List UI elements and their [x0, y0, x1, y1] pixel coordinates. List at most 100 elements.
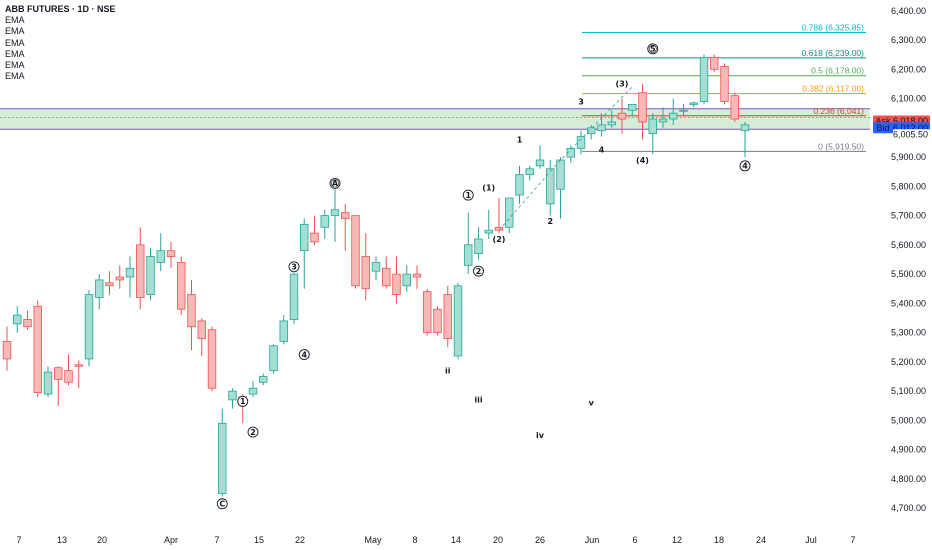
candle-body — [105, 282, 114, 287]
candle-21 — [218, 408, 227, 497]
candle-37 — [382, 256, 391, 289]
x-tick-18: 7 — [850, 535, 855, 545]
time-axis[interactable]: 7 13 20 Apr 7 15 22 May 8 14 20 26 Jun 6 12 18 24 Jul 7 — [16, 535, 855, 545]
candle-66 — [679, 104, 688, 117]
indicator-ema-4[interactable]: EMA — [5, 48, 25, 59]
candle-body — [84, 294, 94, 360]
candle-67 — [689, 101, 698, 108]
candle-body — [740, 124, 750, 132]
wave-label-0: A — [329, 177, 341, 189]
x-tick-0: 7 — [16, 535, 21, 545]
fibonacci-retracement[interactable]: 0.786 (6,325.85) 0.618 (6,239.00) 0.5 (6,1… — [582, 22, 866, 152]
candle-body — [13, 314, 22, 325]
candle-body — [638, 92, 647, 123]
wave-label-6: 1 — [462, 189, 474, 201]
x-tick-8: 8 — [412, 535, 417, 545]
candle-body — [423, 291, 432, 334]
candle-28 — [289, 272, 299, 324]
candle-body — [23, 319, 32, 328]
x-tick-15: 18 — [714, 535, 724, 545]
candle-7 — [74, 360, 83, 389]
candle-body — [43, 371, 53, 395]
candle-body — [617, 112, 627, 120]
candle-body — [95, 279, 104, 298]
candle-body — [699, 57, 709, 102]
candle-50 — [515, 165, 524, 204]
candle-body — [156, 250, 165, 263]
x-tick-14: 12 — [672, 535, 682, 545]
candle-59 — [607, 110, 616, 128]
x-tick-5: 15 — [254, 535, 264, 545]
candle-body — [710, 57, 719, 70]
candle-body — [382, 267, 391, 287]
candle-64 — [658, 107, 668, 128]
wave-text: 5 — [650, 45, 656, 54]
candle-body — [597, 124, 606, 132]
candle-41 — [423, 288, 432, 336]
y-tick-15: 4,900.00 — [891, 445, 926, 455]
symbol-title[interactable]: ABB FUTURES · 1D · NSE — [5, 4, 116, 14]
indicator-ema-2[interactable]: EMA — [5, 26, 25, 37]
price-axis[interactable]: 6,400.006,300.006,200.006,100.006,000.00… — [891, 6, 926, 513]
candle-body — [54, 367, 63, 380]
y-tick-16: 4,800.00 — [891, 474, 926, 484]
candle-72 — [740, 121, 750, 158]
candle-body — [525, 168, 534, 176]
wave-text: 4 — [742, 162, 748, 171]
candle-53 — [546, 159, 555, 216]
y-tick-0: 6,400.00 — [891, 6, 926, 16]
candle-5 — [54, 366, 63, 406]
x-tick-4: 7 — [214, 535, 219, 545]
y-tick-1: 6,300.00 — [891, 35, 926, 45]
y-tick-13: 5,100.00 — [891, 386, 926, 396]
candle-20 — [207, 326, 217, 392]
candle-body — [218, 422, 227, 494]
candle-63 — [648, 113, 657, 155]
candle-body — [33, 305, 42, 393]
candle-6 — [64, 354, 73, 386]
candle-27 — [279, 315, 288, 345]
price-tag-value: 6,012.00 — [893, 123, 928, 133]
wave-label-14: (3) — [616, 80, 629, 89]
wave-text: 4 — [599, 146, 605, 155]
candle-body — [658, 118, 668, 123]
wave-circle-inner — [648, 44, 657, 53]
price-tag-name: Bid — [876, 123, 889, 133]
indicator-ema-3[interactable]: EMA — [5, 37, 25, 48]
x-tick-13: 6 — [632, 535, 637, 545]
y-tick-8: 5,600.00 — [891, 240, 926, 250]
x-tick-3: Apr — [164, 535, 178, 545]
indicator-ema-6[interactable]: EMA — [5, 71, 25, 82]
candle-45 — [464, 212, 473, 275]
candle-10 — [105, 271, 114, 295]
y-tick-7: 5,700.00 — [891, 211, 926, 221]
candle-1 — [13, 306, 22, 333]
candle-14 — [146, 247, 155, 301]
candle-body — [177, 261, 186, 310]
wave-label-17: 4 — [739, 160, 751, 172]
wave-label-18: ii — [445, 366, 451, 375]
fib-label-3: 0.382 (6,117.00) — [802, 84, 864, 94]
wave-text: C — [219, 500, 225, 509]
indicator-ema-1[interactable]: EMA — [5, 15, 25, 26]
wave-text: (1) — [482, 184, 495, 193]
y-tick-9: 5,500.00 — [891, 269, 926, 279]
wave-text: 3 — [291, 263, 297, 272]
candle-body — [515, 174, 524, 196]
candle-body — [371, 261, 381, 272]
candle-61 — [628, 104, 637, 117]
candle-body — [310, 232, 319, 243]
candle-12 — [125, 256, 135, 298]
candle-body — [689, 102, 698, 105]
indicator-ema-5[interactable]: EMA — [5, 60, 25, 71]
candle-body — [412, 273, 422, 278]
candle-body — [74, 364, 83, 367]
candle-71 — [730, 92, 739, 122]
candle-body — [166, 250, 176, 257]
candle-25 — [259, 373, 268, 386]
x-tick-9: 14 — [451, 535, 461, 545]
price-tag-value: 6,018.00 — [893, 116, 928, 126]
y-tick-5: 5,900.00 — [891, 152, 926, 162]
wave-label-15: (4) — [636, 156, 649, 165]
